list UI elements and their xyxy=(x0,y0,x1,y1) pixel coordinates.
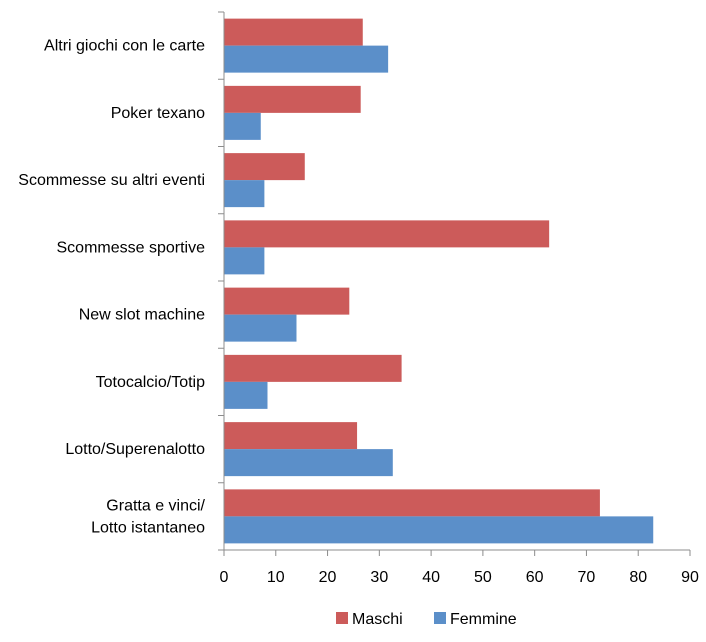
bar-maschi-4 xyxy=(224,287,350,315)
bar-femmine-6 xyxy=(224,449,393,477)
bar-maschi-3 xyxy=(224,220,550,248)
bar-femmine-5 xyxy=(224,381,268,409)
x-tick-label-7: 70 xyxy=(578,569,596,586)
category-label-2: Scommesse su altri eventi xyxy=(18,172,205,189)
bars-group xyxy=(224,18,654,544)
x-tick-label-5: 50 xyxy=(474,569,492,586)
bar-femmine-4 xyxy=(224,314,297,342)
legend-swatch-femmine xyxy=(434,612,446,624)
legend: Maschi Femmine xyxy=(336,611,517,628)
bar-maschi-5 xyxy=(224,354,402,382)
legend-swatch-maschi xyxy=(336,612,348,624)
bar-maschi-1 xyxy=(224,85,361,113)
bar-maschi-0 xyxy=(224,18,363,46)
x-tick-label-8: 80 xyxy=(629,569,647,586)
category-label-4: New slot machine xyxy=(79,307,205,324)
x-axis-ticks: 0 10 20 30 40 50 60 70 80 90 xyxy=(220,550,699,586)
x-tick-label-6: 60 xyxy=(526,569,544,586)
bar-femmine-0 xyxy=(224,45,389,73)
bar-maschi-7 xyxy=(224,489,600,517)
bar-femmine-1 xyxy=(224,112,261,140)
category-label-1: Poker texano xyxy=(111,105,205,122)
bar-femmine-2 xyxy=(224,180,265,208)
bar-maschi-2 xyxy=(224,153,305,181)
category-label-3: Scommesse sportive xyxy=(57,239,206,256)
x-tick-label-9: 90 xyxy=(681,569,699,586)
category-labels: Altri giochi con le carte Poker texano Sco… xyxy=(18,38,205,537)
bar-femmine-3 xyxy=(224,247,265,275)
x-tick-label-3: 30 xyxy=(370,569,388,586)
y-axis-ticks xyxy=(218,11,224,551)
category-label-0: Altri giochi con le carte xyxy=(44,38,205,55)
category-label-7: Gratta e vinci/Lotto istantaneo xyxy=(91,497,205,536)
legend-label-maschi: Maschi xyxy=(352,611,403,628)
x-tick-label-1: 10 xyxy=(267,569,285,586)
bar-maschi-6 xyxy=(224,422,358,450)
x-tick-label-4: 40 xyxy=(422,569,440,586)
category-label-5: Totocalcio/Totip xyxy=(96,374,205,391)
category-label-6: Lotto/Superenalotto xyxy=(65,441,205,458)
x-tick-label-0: 0 xyxy=(220,569,229,586)
x-tick-label-2: 20 xyxy=(319,569,337,586)
bar-femmine-7 xyxy=(224,516,654,544)
legend-label-femmine: Femmine xyxy=(450,611,517,628)
